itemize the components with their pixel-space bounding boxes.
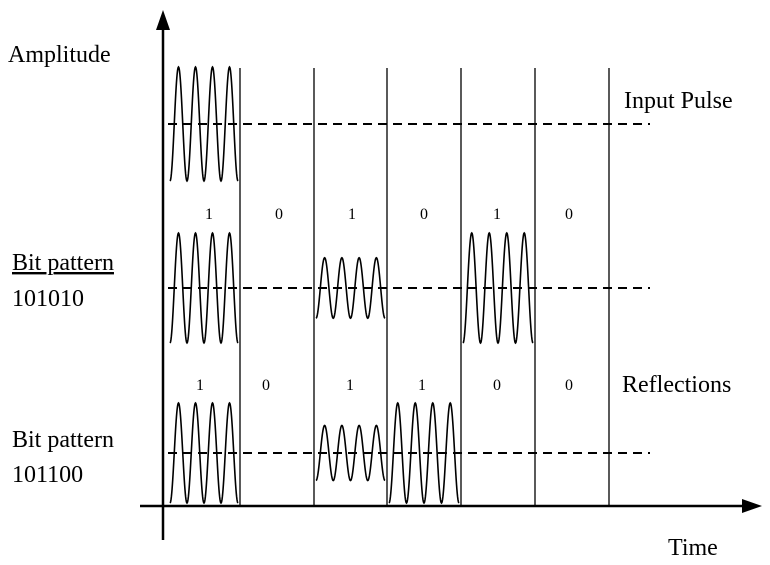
bit-label: 1: [196, 377, 204, 394]
y-axis-label: Amplitude: [8, 42, 111, 68]
bit-label: 0: [262, 377, 270, 394]
x-axis-label: Time: [668, 535, 718, 561]
waveforms: [170, 67, 533, 503]
pattern-a-title: Bit pattern: [12, 250, 114, 276]
bit-label: 1: [418, 377, 426, 394]
bit-label: 0: [420, 206, 428, 223]
pattern-b-title: Bit pattern: [12, 427, 114, 453]
input-pulse-label: Input Pulse: [624, 88, 733, 114]
y-axis-arrowhead: [156, 10, 170, 30]
bits-row-a: 1 0 1 0 1 0: [205, 206, 573, 223]
pattern-a-value: 101010: [12, 286, 84, 312]
bit-label: 0: [565, 377, 573, 394]
bit-label: 0: [565, 206, 573, 223]
x-axis-arrowhead: [742, 499, 762, 513]
bit-label: 0: [493, 377, 501, 394]
bits-row-b: 1 0 1 1 0 0: [196, 377, 573, 394]
bit-label: 0: [275, 206, 283, 223]
bit-label: 1: [493, 206, 501, 223]
reflections-label: Reflections: [622, 372, 731, 398]
pattern-b-value: 101100: [12, 462, 83, 488]
bit-label: 1: [205, 206, 213, 223]
bit-label: 1: [346, 377, 354, 394]
bit-label: 1: [348, 206, 356, 223]
